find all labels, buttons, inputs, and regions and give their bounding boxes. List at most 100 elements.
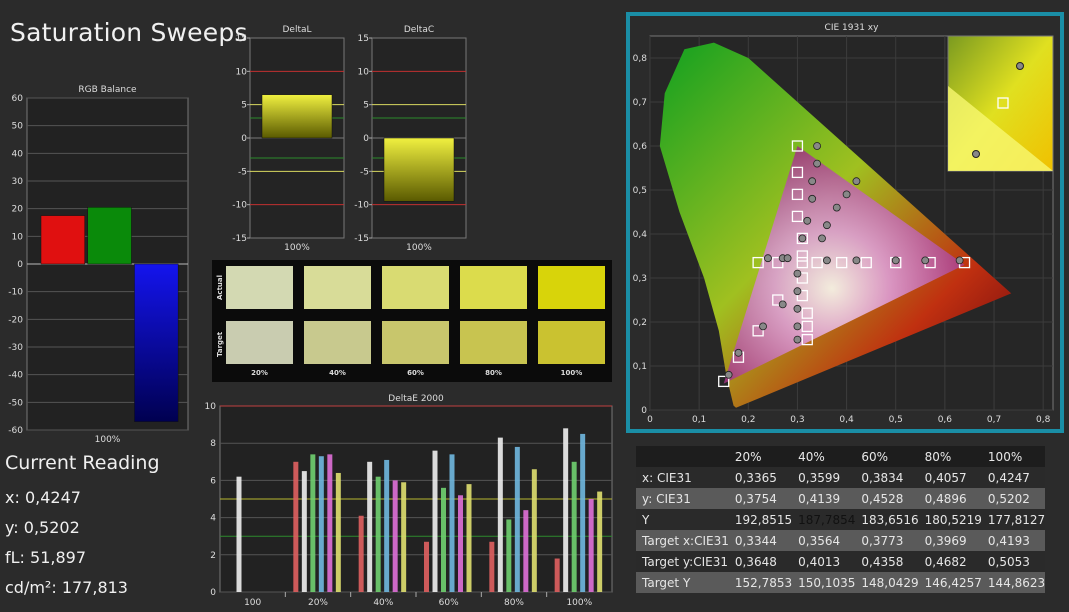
table-row: Y 192,8515 187,7854 183,6516 180,5219 177,812…	[636, 509, 1046, 530]
delta-y-tick: -5	[360, 167, 369, 177]
table-cell: 0,3365	[728, 467, 793, 488]
cie-measured-marker	[823, 221, 831, 230]
cie-x-tick: 0,4	[839, 415, 854, 425]
cie-x-tick: 0,3	[790, 415, 804, 425]
delta-y-tick: 5	[363, 101, 369, 111]
table-cell: 177,8127	[981, 509, 1046, 530]
cie-zoom-target	[997, 97, 1009, 109]
cie-panel[interactable]: CIE 1931 xy 0 0,1 0,2 0,3 0,4 0,5 0,6 0,7 0,8 0,8 0…	[626, 12, 1064, 433]
table-cell: 0,4139	[792, 488, 856, 509]
cie-target-marker	[752, 256, 764, 269]
deltae-bar	[310, 454, 316, 592]
swatch-target-3	[382, 321, 449, 364]
cie-diagram: CIE 1931 xy 0 0,1 0,2 0,3 0,4 0,5 0,6 0,7 0,8 0,8 0…	[633, 23, 1054, 425]
table-cell: 0,4193	[981, 530, 1046, 551]
cie-y-tick: 0,6	[633, 142, 648, 152]
deltae-bar	[489, 541, 495, 592]
rgb-y-tick: -30	[8, 343, 23, 353]
cie-target-marker	[796, 250, 809, 262]
deltae-y-tick: 2	[210, 551, 216, 561]
cie-x-tick: 0,1	[692, 415, 706, 425]
cie-target-marker	[796, 289, 809, 302]
table-row: y: CIE31 0,3754 0,4139 0,4528 0,4896 0,5202	[636, 488, 1046, 509]
deltae-y-tick: 6	[210, 476, 216, 486]
delta-y-tick: -5	[238, 167, 247, 177]
deltae-bar	[293, 461, 299, 592]
cie-measured-marker	[724, 370, 733, 379]
swatch-actual-2	[304, 266, 371, 309]
rgb-y-tick: -20	[8, 315, 23, 325]
cie-measured-marker	[852, 177, 861, 186]
cie-target-marker	[801, 333, 813, 346]
cie-measured-marker	[842, 190, 851, 199]
deltae-bar	[571, 461, 577, 592]
deltae-bar	[236, 476, 242, 592]
table-row-label: x: CIE31	[636, 467, 729, 488]
swatch-label: 20%	[251, 369, 268, 377]
cie-y-tick: 0,1	[633, 362, 647, 372]
table-header-cell: 100%	[981, 446, 1046, 467]
swatch-actual-5	[538, 266, 605, 309]
cie-x-tick: 0	[647, 415, 653, 425]
cie-measured-marker	[759, 322, 767, 331]
table-header-cell	[636, 446, 729, 467]
cie-target-marker	[791, 166, 804, 179]
deltae-x-label: 100	[244, 598, 261, 608]
cie-measured-marker	[852, 256, 861, 265]
rgb-y-tick: 50	[12, 122, 24, 132]
cie-zoom-measured	[972, 150, 980, 158]
table-cell: 0,3773	[855, 530, 919, 551]
cie-gamut-triangle	[723, 146, 965, 384]
table-cell: 0,4528	[855, 488, 919, 509]
cie-zoom-gamut	[948, 86, 1053, 171]
delta-bar-1	[383, 137, 455, 202]
table-cell: 0,4013	[792, 551, 856, 572]
table-cell: 0,3969	[918, 530, 982, 551]
cie-measured-marker	[803, 216, 812, 225]
reading-y: y: 0,5202	[5, 518, 80, 537]
deltae-bar	[335, 472, 341, 592]
table-header-cell: 40%	[792, 446, 856, 467]
table-row-label: Target x:CIE31	[636, 530, 729, 551]
swatch-label: 100%	[560, 369, 583, 377]
cie-target-marker	[860, 256, 872, 269]
swatch-actual-3	[382, 266, 449, 309]
rgb-bar-green	[87, 207, 132, 265]
cie-y-tick: 0,2	[633, 318, 647, 328]
delta-y-tick: -10	[354, 201, 369, 211]
delta-y-tick: -15	[232, 234, 247, 244]
reading-cdm2: cd/m²: 177,813	[5, 578, 128, 597]
cie-measured-marker	[955, 256, 964, 265]
delta-y-tick: 10	[358, 67, 370, 77]
table-cell: 0,3754	[728, 488, 793, 509]
table-row: Target Y 152,7853 150,1035 148,0429 146,4257…	[636, 572, 1046, 593]
cie-measured-marker	[793, 304, 802, 313]
cie-target-marker	[796, 232, 809, 245]
cie-y-tick: 0,5	[633, 186, 647, 196]
table-cell: 0,4896	[918, 488, 982, 509]
cie-target-marker	[772, 256, 784, 269]
cie-measured-marker	[793, 287, 802, 296]
delta-y-tick: 5	[241, 101, 247, 111]
cie-measured-marker	[823, 256, 831, 265]
table-cell: 0,3564	[792, 530, 856, 551]
deltae-bar	[531, 469, 537, 592]
delta-y-tick: -10	[232, 201, 247, 211]
table-header-cell: 80%	[918, 446, 982, 467]
rgb-balance-chart: RGB Balance 60 50 40 30 20 10 0 -10 -20 -30 -40 -50 -…	[8, 85, 189, 445]
swatch-label: 60%	[407, 369, 424, 377]
deltae-y-tick: 10	[205, 402, 217, 412]
cie-target-marker	[791, 140, 804, 152]
table-cell: 144,8623	[981, 572, 1046, 593]
deltae-bar	[424, 541, 429, 592]
cie-target-marker	[752, 325, 764, 337]
swatch-label: 80%	[485, 369, 502, 377]
deltae-x-label: 60%	[439, 598, 459, 608]
deltae-bar	[327, 454, 333, 592]
rgb-y-tick: 10	[12, 232, 24, 242]
cie-target-marker	[791, 188, 804, 201]
delta-y-tick: -15	[354, 234, 369, 244]
cie-x-tick: 0,7	[987, 415, 1001, 425]
delta-title-0: DeltaL	[282, 25, 311, 35]
swatch-actual-4	[460, 266, 527, 309]
